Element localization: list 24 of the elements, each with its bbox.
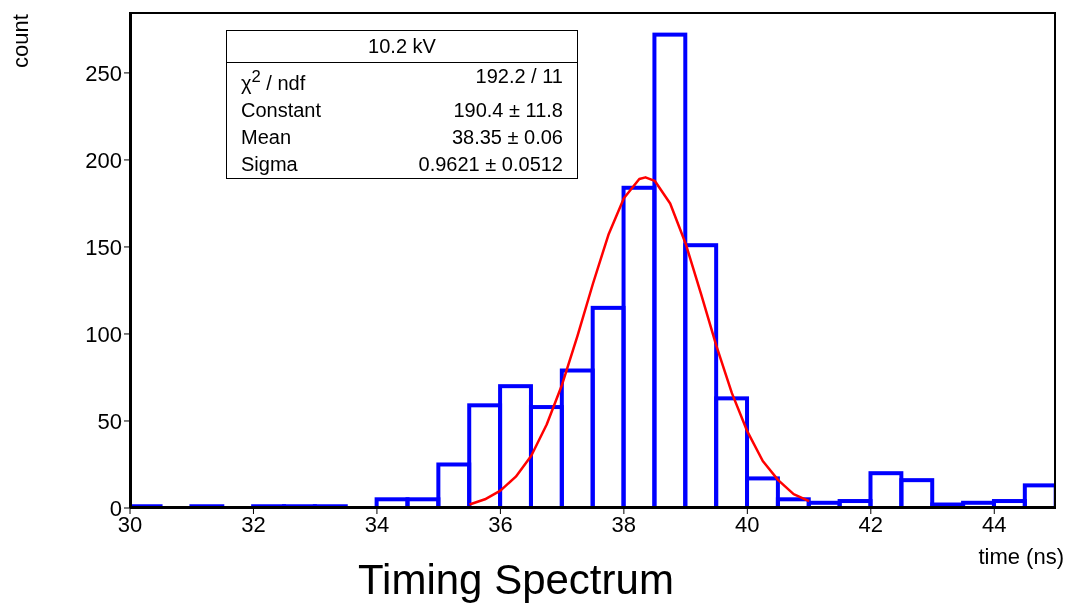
annotation: 10.2 kV: [227, 31, 577, 63]
annotation: χ$^{2}$ / ndf: [241, 66, 306, 96]
y-tick-label: 200: [85, 147, 122, 173]
x-tick-label: 42: [858, 511, 884, 537]
text: Timing Spectrum: [358, 556, 674, 604]
annotation: Constant: [241, 97, 322, 123]
x-tick-label: 36: [488, 511, 513, 537]
y-tick-label: 100: [85, 321, 122, 347]
y-axis-title: count: [7, 14, 34, 68]
annotation: Sigma: [241, 151, 298, 177]
y-tick-label: 50: [97, 408, 122, 434]
y-tick-label: 250: [85, 60, 122, 86]
x-tick-label: 34: [364, 511, 390, 537]
x-tick-label: 40: [735, 511, 760, 537]
annotation: Mean: [241, 124, 292, 150]
annotation: 38.35 ± 0.06: [451, 124, 563, 150]
x-tick-label: 32: [241, 511, 266, 537]
x-tick-label: 38: [611, 511, 637, 537]
y-tick-label: 150: [85, 234, 122, 260]
annotation: 190.4 ± 11.8: [453, 97, 563, 123]
annotation: 0.9621 ± 0.0512: [418, 151, 563, 177]
x-axis-title: time (ns): [978, 544, 1064, 570]
x-tick-label: 44: [982, 511, 1007, 537]
annotation: 192.2 / 11: [475, 64, 563, 89]
